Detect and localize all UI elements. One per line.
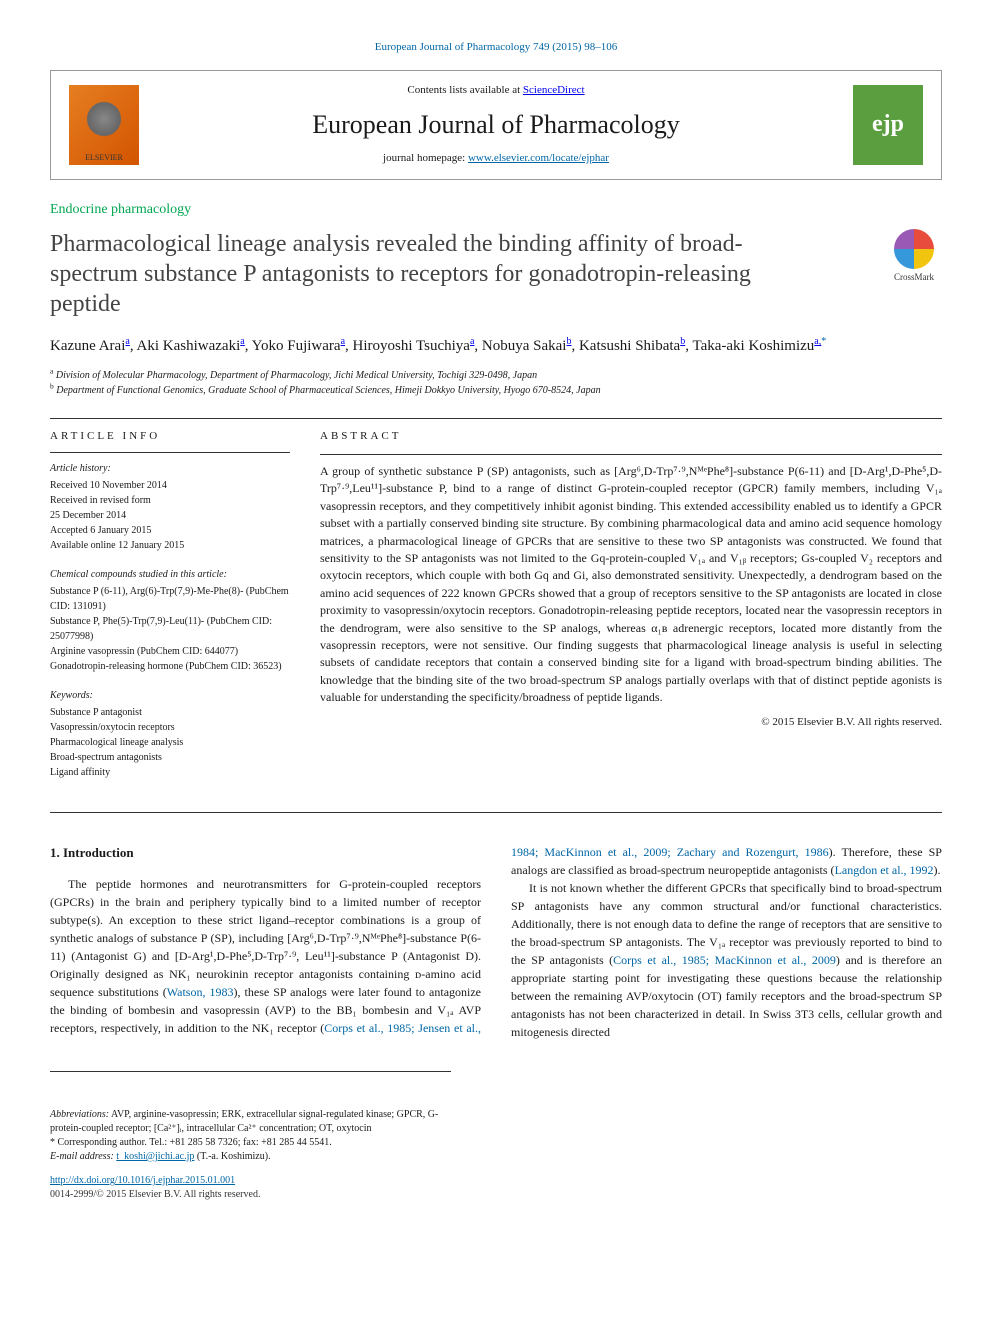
article-history: Article history: Received 10 November 20… [50, 461, 290, 553]
homepage-link[interactable]: www.elsevier.com/locate/ejphar [468, 152, 609, 164]
contents-available: Contents lists available at ScienceDirec… [149, 83, 843, 98]
citation-line: European Journal of Pharmacology 749 (20… [50, 40, 942, 55]
crossmark-icon [894, 229, 934, 269]
corresponding-star-icon: * [821, 336, 826, 347]
abstract-heading: ABSTRACT [320, 429, 942, 444]
footer-abbreviations: Abbreviations: AVP, arginine-vasopressin… [50, 1102, 451, 1164]
ejp-logo-icon: ejp [853, 85, 923, 165]
author-list: Kazune Araia, Aki Kashiwazakia, Yoko Fuj… [50, 335, 942, 358]
abstract-text: A group of synthetic substance P (SP) an… [320, 463, 942, 706]
divider [50, 1071, 451, 1072]
author: Katsushi Shibata [579, 338, 680, 354]
author: Nobuya Sakai [482, 338, 567, 354]
email-link[interactable]: t_koshi@jichi.ac.jp [116, 1151, 194, 1162]
author: Aki Kashiwazaki [137, 338, 241, 354]
article-title: Pharmacological lineage analysis reveale… [50, 229, 810, 319]
author: Kazune Arai [50, 338, 125, 354]
body-paragraph: It is not known whether the different GP… [511, 879, 942, 1041]
citation-link[interactable]: Watson, 1983 [167, 985, 234, 999]
affiliation: Division of Molecular Pharmacology, Depa… [56, 370, 537, 381]
copyright-line: © 2015 Elsevier B.V. All rights reserved… [320, 715, 942, 730]
divider [50, 418, 942, 419]
corresponding-author: * Corresponding author. Tel.: +81 285 58… [50, 1136, 451, 1150]
divider [50, 452, 290, 453]
journal-header: ELSEVIER Contents lists available at Sci… [50, 70, 942, 179]
citation-link[interactable]: Langdon et al., 1992 [835, 863, 934, 877]
divider [320, 454, 942, 455]
chemical-compounds: Chemical compounds studied in this artic… [50, 567, 290, 674]
journal-title: European Journal of Pharmacology [149, 107, 843, 143]
issn-line: 0014-2999/© 2015 Elsevier B.V. All right… [50, 1188, 942, 1202]
elsevier-tree-icon [79, 97, 129, 152]
author: Yoko Fujiwara [252, 338, 341, 354]
divider [50, 812, 942, 813]
article-section-label: Endocrine pharmacology [50, 200, 942, 220]
journal-citation: European Journal of Pharmacology 749 (20… [375, 41, 618, 53]
doi-link[interactable]: http://dx.doi.org/10.1016/j.ejphar.2015.… [50, 1175, 235, 1186]
affiliation: Department of Functional Genomics, Gradu… [56, 385, 600, 396]
sciencedirect-link[interactable]: ScienceDirect [523, 84, 585, 96]
keywords: Keywords: Substance P antagonist Vasopre… [50, 688, 290, 780]
elsevier-logo-icon: ELSEVIER [69, 85, 139, 165]
section-heading: 1. Introduction [50, 843, 481, 863]
crossmark-badge[interactable]: CrossMark [886, 229, 942, 285]
citation-link[interactable]: Corps et al., 1985; MacKinnon et al., 20… [613, 953, 836, 967]
journal-homepage: journal homepage: www.elsevier.com/locat… [149, 151, 843, 166]
author: Taka-aki Koshimizu [692, 338, 814, 354]
author: Hiroyoshi Tsuchiya [353, 338, 470, 354]
article-info-heading: ARTICLE INFO [50, 429, 290, 444]
affiliation-list: a Division of Molecular Pharmacology, De… [50, 368, 942, 398]
